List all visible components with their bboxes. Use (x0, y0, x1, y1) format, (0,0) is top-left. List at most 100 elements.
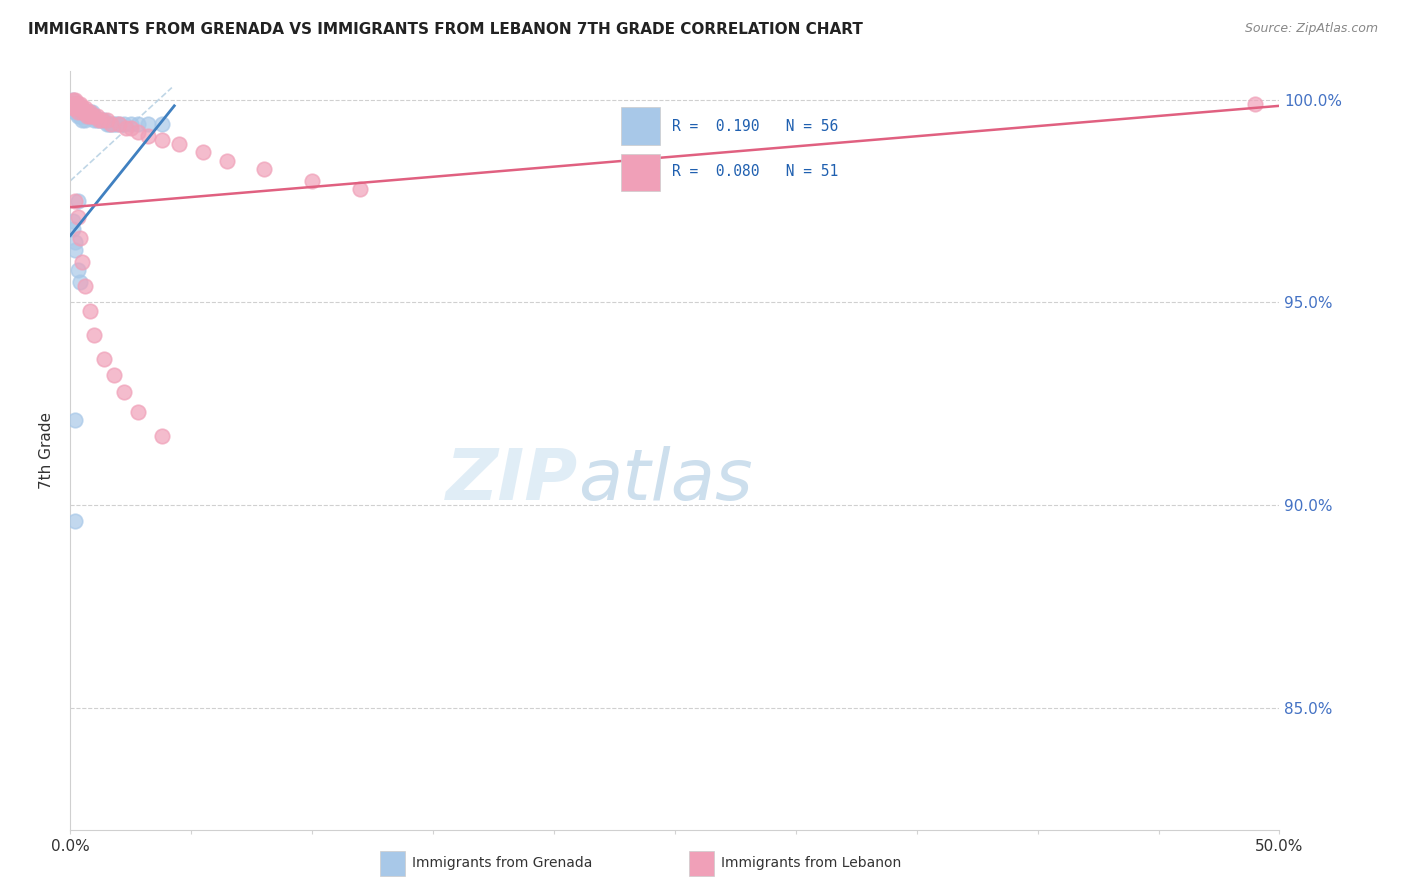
Point (73, 104, 96, 119)
Point (96, 113, 118, 128)
Point (72, 104, 94, 119)
Point (66, 96, 89, 111)
Point (105, 117, 128, 131)
Point (62, 222, 84, 236)
Text: R =  0.190   N = 56: R = 0.190 N = 56 (672, 120, 838, 135)
Point (73, 104, 96, 119)
Point (150, 117, 173, 131)
Point (217, 153, 239, 168)
Point (63, 413, 86, 427)
Point (93, 113, 115, 128)
Point (73, 109, 96, 123)
Text: IMMIGRANTS FROM GRENADA VS IMMIGRANTS FROM LEBANON 7TH GRADE CORRELATION CHART: IMMIGRANTS FROM GRENADA VS IMMIGRANTS FR… (28, 22, 863, 37)
Point (96, 117, 118, 131)
Point (301, 174, 323, 188)
Point (127, 117, 149, 131)
Point (62, 214, 84, 228)
Text: Immigrants from Grenada: Immigrants from Grenada (412, 855, 592, 870)
Point (62, 93, 84, 107)
Point (90, 113, 112, 128)
Point (150, 429, 173, 443)
Point (66, 211, 89, 225)
Point (76, 109, 98, 123)
Point (80, 109, 103, 123)
Point (63, 96, 86, 111)
Point (69, 104, 91, 119)
Point (69, 275, 91, 289)
Point (62, 93, 84, 107)
Point (80, 104, 103, 119)
Point (120, 117, 142, 131)
Point (193, 145, 215, 160)
Point (79, 104, 101, 119)
Point (62, 101, 84, 115)
FancyBboxPatch shape (620, 107, 659, 145)
Point (120, 121, 142, 136)
Point (66, 104, 89, 119)
Point (79, 104, 101, 119)
Text: R =  0.080   N = 51: R = 0.080 N = 51 (672, 164, 838, 179)
Text: Immigrants from Lebanon: Immigrants from Lebanon (721, 855, 901, 870)
Point (62, 96, 84, 111)
Point (127, 405, 149, 419)
Point (62, 96, 84, 111)
Point (76, 104, 98, 119)
Point (150, 133, 173, 147)
Point (63, 93, 86, 107)
Point (69, 101, 91, 115)
Point (62, 101, 84, 115)
Point (80, 109, 103, 123)
Point (62, 96, 84, 111)
Point (73, 101, 96, 115)
Point (83, 109, 105, 123)
Point (73, 279, 96, 293)
Point (69, 230, 91, 244)
Point (63, 104, 86, 119)
Point (89, 113, 111, 128)
Point (66, 101, 89, 115)
Point (72, 104, 94, 119)
Point (107, 117, 129, 131)
Point (107, 117, 129, 131)
Point (63, 101, 86, 115)
Point (103, 117, 125, 131)
Point (83, 327, 105, 342)
Point (63, 235, 86, 249)
Point (63, 515, 86, 529)
Point (63, 104, 86, 119)
Point (72, 109, 94, 123)
Point (83, 109, 105, 123)
Point (103, 368, 125, 383)
Point (79, 303, 101, 318)
Text: ZIP: ZIP (446, 446, 578, 516)
Point (1244, 96, 1267, 111)
Point (253, 161, 276, 176)
Point (63, 101, 86, 115)
Point (72, 101, 94, 115)
Point (90, 113, 112, 128)
Point (100, 117, 122, 131)
Point (69, 101, 91, 115)
Point (66, 104, 89, 119)
Point (86, 113, 108, 128)
Point (63, 96, 86, 111)
Text: Source: ZipAtlas.com: Source: ZipAtlas.com (1244, 22, 1378, 36)
Point (66, 104, 89, 119)
Text: atlas: atlas (578, 446, 752, 516)
Point (83, 113, 105, 128)
Point (79, 109, 101, 123)
Point (100, 117, 122, 131)
Y-axis label: 7th Grade: 7th Grade (39, 412, 55, 489)
FancyBboxPatch shape (620, 153, 659, 192)
Point (112, 384, 135, 399)
Point (89, 113, 111, 128)
Point (79, 109, 101, 123)
Point (66, 109, 89, 123)
Point (76, 104, 98, 119)
Point (69, 109, 91, 123)
Point (127, 125, 149, 139)
Point (66, 194, 89, 208)
Point (136, 129, 159, 144)
Point (76, 109, 98, 123)
Point (167, 137, 190, 152)
